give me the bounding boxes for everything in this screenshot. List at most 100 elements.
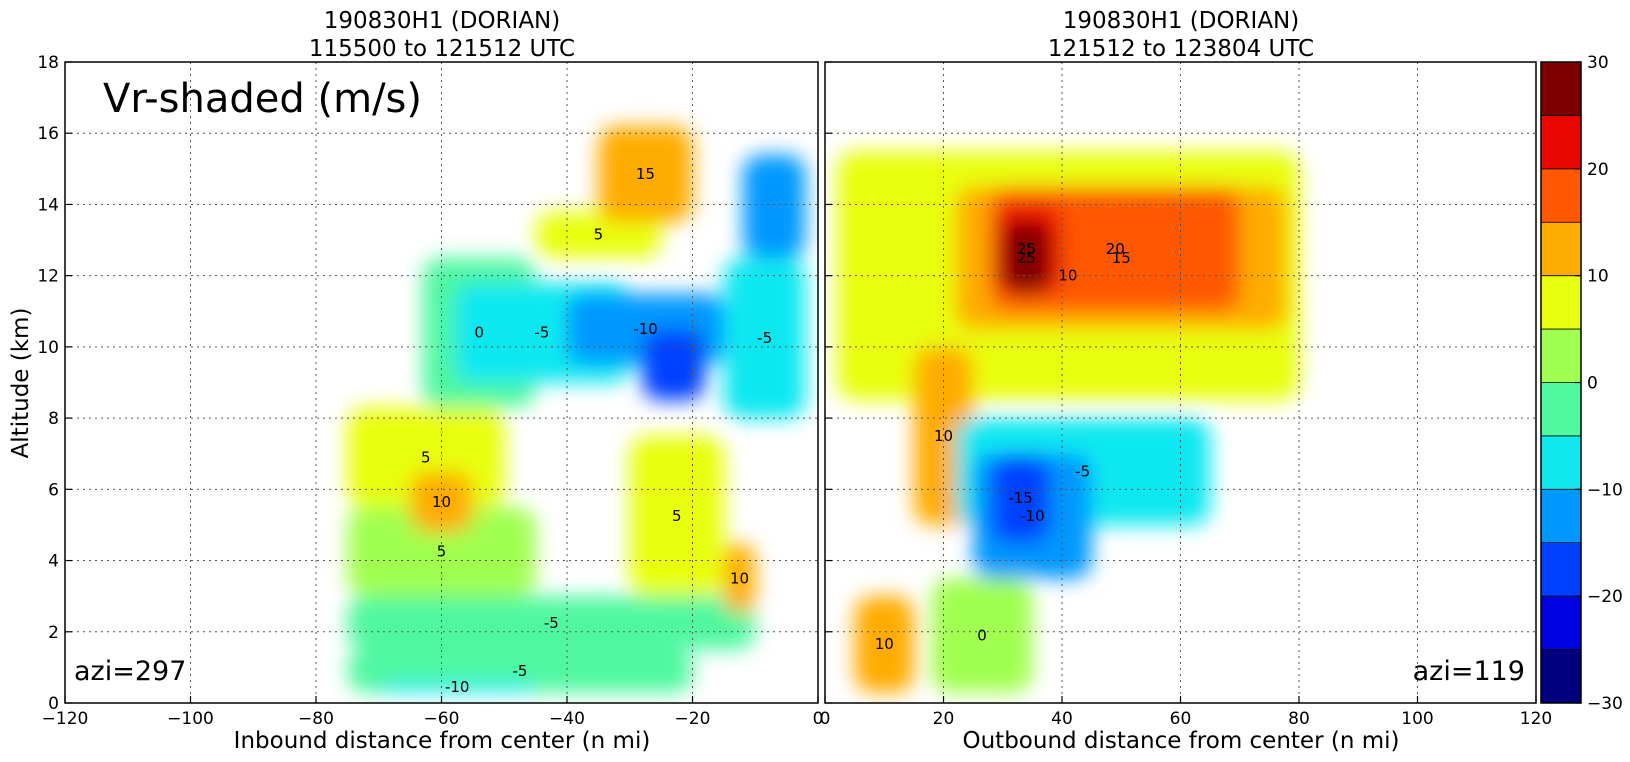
left-contour-label: 0 xyxy=(474,324,484,342)
right-contour-label: 0 xyxy=(977,626,987,644)
left-contour-label: 5 xyxy=(672,507,682,525)
right-contour-label: 10 xyxy=(875,635,894,653)
right-grid xyxy=(825,62,1536,703)
colorbar-tick-label: −30 xyxy=(1587,694,1623,714)
right-x-tick-label: 0 xyxy=(820,709,831,729)
right-x-ticks: 0 20 40 60 80 100 120 xyxy=(820,61,1552,729)
colorbar-segment xyxy=(1541,222,1581,277)
right-contour-label: 10 xyxy=(934,427,953,445)
right-title: 190830H1 (DORIAN) xyxy=(1063,8,1300,34)
right-contour-label: -5 xyxy=(1075,463,1090,481)
left-x-ticks: −120 −100 −80 −60 −40 −20 0 xyxy=(42,696,823,729)
left-field-cell-11 xyxy=(598,126,693,223)
colorbar-segment xyxy=(1541,542,1581,597)
colorbar-segment xyxy=(1541,62,1581,116)
right-x-tick-label: 60 xyxy=(1170,709,1192,729)
left-contour-label: -5 xyxy=(512,662,527,680)
right-contour-label: 10 xyxy=(1058,267,1077,285)
left-contour-label: 5 xyxy=(437,543,447,561)
left-contour-label: 10 xyxy=(432,493,451,511)
left-contour-label: -5 xyxy=(544,614,559,632)
colorbar-segment xyxy=(1541,168,1581,223)
colorbar-tick-label: 0 xyxy=(1587,374,1598,394)
y-tick-label: 4 xyxy=(48,552,59,572)
left-field-cell-9 xyxy=(642,329,706,401)
right-contour-label: 20 xyxy=(1106,240,1125,258)
left-x-tick-label: −100 xyxy=(167,709,214,729)
left-title: 190830H1 (DORIAN) xyxy=(324,8,561,34)
left-x-tick-label: −60 xyxy=(424,709,460,729)
left-subtitle: 115500 to 121512 UTC xyxy=(309,36,575,62)
right-shaded-field xyxy=(836,151,1299,693)
left-contour-label: -10 xyxy=(445,678,470,696)
left-x-axis-label: Inbound distance from center (n mi) xyxy=(234,728,651,754)
left-contour-labels: -5 -10 -5 5 5 10 0 -5 -10 5 15 -5 5 10 xyxy=(421,165,772,696)
right-x-tick-label: 100 xyxy=(1401,709,1433,729)
y-tick-label: 0 xyxy=(48,694,59,714)
y-tick-label: 6 xyxy=(48,480,59,500)
colorbar: 30 20 10 0 −10 −20 −30 xyxy=(1540,53,1623,714)
right-contour-label: 25 xyxy=(1017,240,1036,258)
y-tick-label: 16 xyxy=(37,124,59,144)
left-grid xyxy=(65,62,818,703)
right-x-tick-label: 120 xyxy=(1520,709,1552,729)
left-field-cell-1 xyxy=(378,681,536,693)
left-contour-label: 15 xyxy=(636,165,655,183)
left-contour-label: -10 xyxy=(633,320,658,338)
left-y-ticks: 0 2 4 6 8 10 12 14 16 18 xyxy=(37,53,72,714)
panel-annotation: Vr-shaded (m/s) xyxy=(103,76,422,122)
left-x-tick-label: −20 xyxy=(675,709,711,729)
colorbar-tick-label: −20 xyxy=(1587,587,1623,607)
right-field-cell-4 xyxy=(1002,222,1051,294)
left-contour-label: 10 xyxy=(730,569,749,587)
colorbar-segment xyxy=(1541,649,1581,704)
colorbar-segment xyxy=(1541,489,1581,544)
left-x-tick-label: −80 xyxy=(298,709,334,729)
right-azimuth-label: azi=119 xyxy=(1413,656,1525,687)
y-tick-label: 8 xyxy=(48,409,59,429)
left-field-cell-3 xyxy=(347,507,536,597)
left-field-cell-14 xyxy=(629,435,724,597)
y-tick-label: 12 xyxy=(37,267,59,287)
colorbar-segment xyxy=(1541,329,1581,383)
right-x-tick-label: 20 xyxy=(933,709,955,729)
colorbar-segment xyxy=(1541,275,1581,330)
right-subtitle: 121512 to 123804 UTC xyxy=(1048,36,1314,62)
colorbar-segment xyxy=(1541,382,1581,437)
colorbar-tick-label: −10 xyxy=(1587,480,1623,500)
colorbar-tick-label: 20 xyxy=(1587,160,1609,180)
left-contour-label: 5 xyxy=(421,448,431,466)
left-field-cell-0 xyxy=(347,649,693,693)
left-field-cell-13 xyxy=(723,257,806,419)
left-field-cell-12 xyxy=(742,154,806,258)
right-contour-label: -10 xyxy=(1020,507,1045,525)
left-contour-label: 5 xyxy=(594,226,604,244)
left-panel: -5 -10 -5 5 5 10 0 -5 -10 5 15 -5 5 10 −120 −100 −80 −60… xyxy=(8,8,823,754)
colorbar-tick-label: 10 xyxy=(1587,267,1609,287)
left-contour-label: -5 xyxy=(757,329,772,347)
left-field-cell-2 xyxy=(347,596,756,650)
left-field-cell-10 xyxy=(535,211,662,258)
y-tick-label: 2 xyxy=(48,623,59,643)
right-x-tick-label: 40 xyxy=(1051,709,1073,729)
colorbar-segment xyxy=(1541,596,1581,651)
right-contour-label: 15 xyxy=(1112,249,1131,267)
colorbar-segment xyxy=(1541,115,1581,170)
left-azimuth-label: azi=297 xyxy=(74,656,186,687)
y-tick-label: 10 xyxy=(37,338,59,358)
right-x-tick-label: 80 xyxy=(1288,709,1310,729)
right-contour-label: 25 xyxy=(1017,249,1036,267)
right-contour-label: -15 xyxy=(1008,489,1033,507)
y-tick-label: 18 xyxy=(37,53,59,73)
y-tick-label: 14 xyxy=(37,195,59,215)
colorbar-tick-label: 30 xyxy=(1587,53,1609,73)
right-field-cell-6 xyxy=(854,596,914,693)
right-field-cell-10 xyxy=(931,578,1033,693)
y-axis-label: Altitude (km) xyxy=(8,308,34,459)
left-x-tick-label: −120 xyxy=(42,709,89,729)
right-x-axis-label: Outbound distance from center (n mi) xyxy=(963,728,1400,754)
left-x-tick-label: −40 xyxy=(549,709,585,729)
